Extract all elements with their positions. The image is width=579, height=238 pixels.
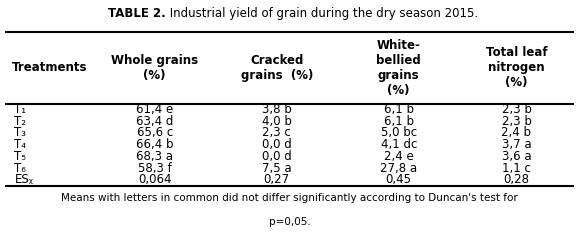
Text: Industrial yield of grain during the dry season 2015.: Industrial yield of grain during the dry… — [166, 7, 478, 20]
Text: 0,0 d: 0,0 d — [262, 138, 292, 151]
Text: T₁: T₁ — [14, 103, 27, 116]
Text: Whole grains
(%): Whole grains (%) — [111, 54, 198, 82]
Text: Cracked
grains  (%): Cracked grains (%) — [240, 54, 313, 82]
Text: 61,4 e: 61,4 e — [136, 103, 173, 116]
Text: 2,3 b: 2,3 b — [501, 103, 532, 116]
Text: T₅: T₅ — [14, 150, 27, 163]
Text: 3,6 a: 3,6 a — [501, 150, 532, 163]
Text: 63,4 d: 63,4 d — [136, 115, 174, 128]
Text: 4,0 b: 4,0 b — [262, 115, 292, 128]
Text: p=0,05.: p=0,05. — [269, 217, 310, 227]
Text: 0,064: 0,064 — [138, 173, 171, 186]
Text: 0,0 d: 0,0 d — [262, 150, 292, 163]
Text: Means with letters in common did not differ significantly according to Duncan's : Means with letters in common did not dif… — [61, 193, 518, 203]
Text: 2,4 b: 2,4 b — [501, 126, 532, 139]
Text: ESᵪ: ESᵪ — [14, 173, 34, 186]
Text: TABLE 2.: TABLE 2. — [108, 7, 166, 20]
Text: White-
bellied
grains
(%): White- bellied grains (%) — [376, 39, 421, 97]
Text: 3,8 b: 3,8 b — [262, 103, 292, 116]
Text: 5,0 bc: 5,0 bc — [380, 126, 417, 139]
Text: T₆: T₆ — [14, 162, 27, 174]
Text: 2,4 e: 2,4 e — [384, 150, 413, 163]
Text: 66,4 b: 66,4 b — [136, 138, 174, 151]
Text: 7,5 a: 7,5 a — [262, 162, 292, 174]
Text: T₄: T₄ — [14, 138, 27, 151]
Text: 65,6 c: 65,6 c — [137, 126, 173, 139]
Text: 1,1 c: 1,1 c — [502, 162, 531, 174]
Text: 6,1 b: 6,1 b — [384, 115, 414, 128]
Text: 0,45: 0,45 — [386, 173, 412, 186]
Text: 0,27: 0,27 — [263, 173, 290, 186]
Text: 2,3 b: 2,3 b — [501, 115, 532, 128]
Text: Treatments: Treatments — [12, 61, 87, 74]
Text: 2,3 c: 2,3 c — [262, 126, 291, 139]
Text: 68,3 a: 68,3 a — [136, 150, 173, 163]
Text: T₂: T₂ — [14, 115, 27, 128]
Text: T₃: T₃ — [14, 126, 27, 139]
Text: 3,7 a: 3,7 a — [501, 138, 532, 151]
Text: 4,1 dc: 4,1 dc — [380, 138, 417, 151]
Text: 0,28: 0,28 — [504, 173, 529, 186]
Text: Total leaf
nitrogen
(%): Total leaf nitrogen (%) — [486, 46, 547, 89]
Text: 58,3 f: 58,3 f — [138, 162, 171, 174]
Text: 6,1 b: 6,1 b — [384, 103, 414, 116]
Text: 27,8 a: 27,8 a — [380, 162, 417, 174]
